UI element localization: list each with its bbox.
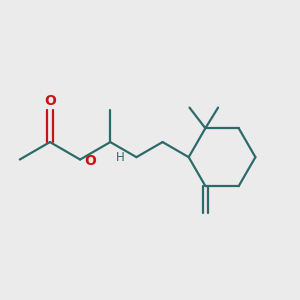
Text: O: O — [84, 154, 96, 168]
Text: H: H — [116, 151, 125, 164]
Text: O: O — [44, 94, 56, 108]
